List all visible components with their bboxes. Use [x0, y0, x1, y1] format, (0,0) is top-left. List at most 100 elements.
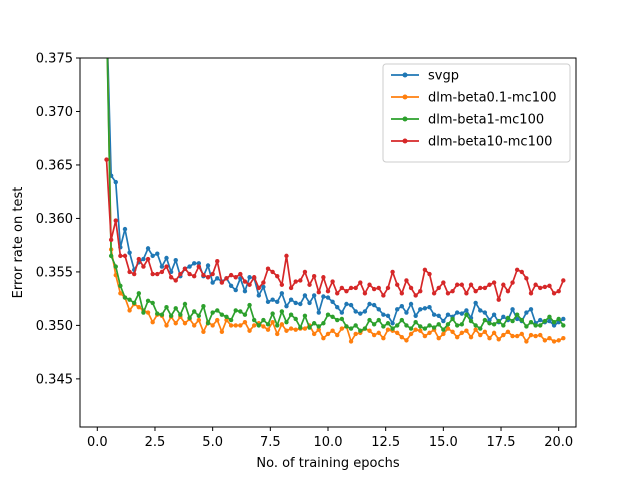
y-tick-label: 0.350 — [36, 319, 73, 334]
data-point — [311, 331, 317, 337]
data-point — [422, 326, 428, 331]
data-point — [122, 253, 128, 259]
data-point — [141, 264, 146, 269]
series-dlm-beta0.1-mc100 — [106, 58, 566, 344]
x-tick-label: 5.0 — [202, 435, 223, 450]
data-point — [371, 302, 377, 308]
data-point — [454, 282, 460, 287]
data-point — [127, 250, 132, 255]
data-point — [473, 300, 478, 306]
data-point — [445, 322, 451, 327]
data-point — [418, 307, 423, 312]
data-point — [399, 291, 405, 296]
data-point — [275, 331, 280, 337]
data-point — [528, 291, 534, 296]
data-point — [362, 291, 368, 296]
data-point — [242, 279, 248, 284]
data-point — [482, 310, 488, 315]
data-point — [224, 317, 229, 323]
data-point — [242, 319, 248, 325]
data-point — [275, 299, 280, 305]
data-point — [150, 253, 155, 259]
data-point — [561, 336, 566, 341]
data-point — [316, 290, 321, 295]
data-point — [524, 324, 529, 329]
data-point — [108, 253, 114, 259]
data-point — [279, 322, 285, 327]
data-point — [316, 324, 321, 329]
data-point — [487, 336, 492, 341]
data-point — [510, 318, 515, 324]
data-point — [353, 331, 358, 337]
data-point — [344, 301, 349, 307]
data-point — [505, 329, 511, 335]
data-point — [173, 321, 178, 326]
data-point — [201, 303, 206, 309]
x-tick-label: 7.5 — [260, 435, 281, 450]
data-point — [533, 333, 538, 339]
data-point — [353, 309, 358, 314]
data-point — [399, 334, 405, 340]
data-point — [136, 305, 142, 310]
data-point — [358, 280, 363, 285]
legend: svgp dlm-beta0.1-mc100 dlm-beta1-mc100 dlm-… — [382, 63, 571, 163]
data-point — [464, 328, 469, 333]
data-point — [150, 300, 155, 306]
data-point — [302, 313, 308, 318]
data-point — [127, 297, 132, 302]
data-point — [321, 275, 326, 280]
data-point — [551, 319, 557, 325]
data-point — [150, 271, 155, 277]
data-point — [478, 308, 483, 313]
x-tick-label: 0.0 — [87, 435, 108, 450]
data-point — [491, 280, 497, 285]
data-point — [408, 331, 414, 337]
data-point — [210, 323, 215, 328]
data-point — [538, 323, 543, 328]
data-point — [418, 328, 423, 333]
legend-marker — [402, 138, 408, 144]
data-point — [173, 257, 178, 263]
data-point — [113, 264, 118, 269]
data-point — [514, 316, 520, 322]
data-point — [187, 264, 192, 269]
data-point — [427, 330, 432, 336]
data-point — [270, 311, 275, 316]
data-point — [196, 261, 202, 266]
data-point — [408, 285, 414, 291]
data-point — [450, 329, 455, 335]
data-point — [381, 293, 386, 298]
data-point — [136, 256, 142, 262]
legend-label: svgp — [428, 69, 459, 84]
data-point — [464, 308, 469, 313]
data-point — [551, 339, 557, 344]
data-point — [173, 278, 178, 283]
data-point — [302, 326, 308, 331]
data-point — [330, 279, 335, 284]
data-point — [159, 264, 165, 269]
data-point — [141, 256, 146, 262]
data-point — [395, 323, 400, 328]
data-point — [491, 330, 497, 336]
data-point — [247, 328, 252, 333]
data-point — [487, 321, 492, 326]
y-tick-label: 0.360 — [36, 212, 73, 227]
data-point — [418, 288, 423, 294]
data-point — [556, 316, 561, 322]
data-point — [104, 157, 109, 162]
data-point — [408, 326, 414, 331]
data-point — [454, 310, 460, 315]
data-point — [395, 330, 400, 336]
data-point — [311, 293, 317, 298]
data-point — [233, 275, 238, 280]
data-point — [459, 311, 464, 316]
data-point — [205, 275, 211, 280]
data-point — [187, 271, 192, 277]
data-point — [418, 324, 423, 329]
data-point — [348, 285, 354, 291]
data-point — [182, 301, 188, 307]
data-point — [275, 273, 280, 279]
y-tick-label: 0.355 — [36, 265, 73, 280]
data-point — [155, 311, 160, 316]
